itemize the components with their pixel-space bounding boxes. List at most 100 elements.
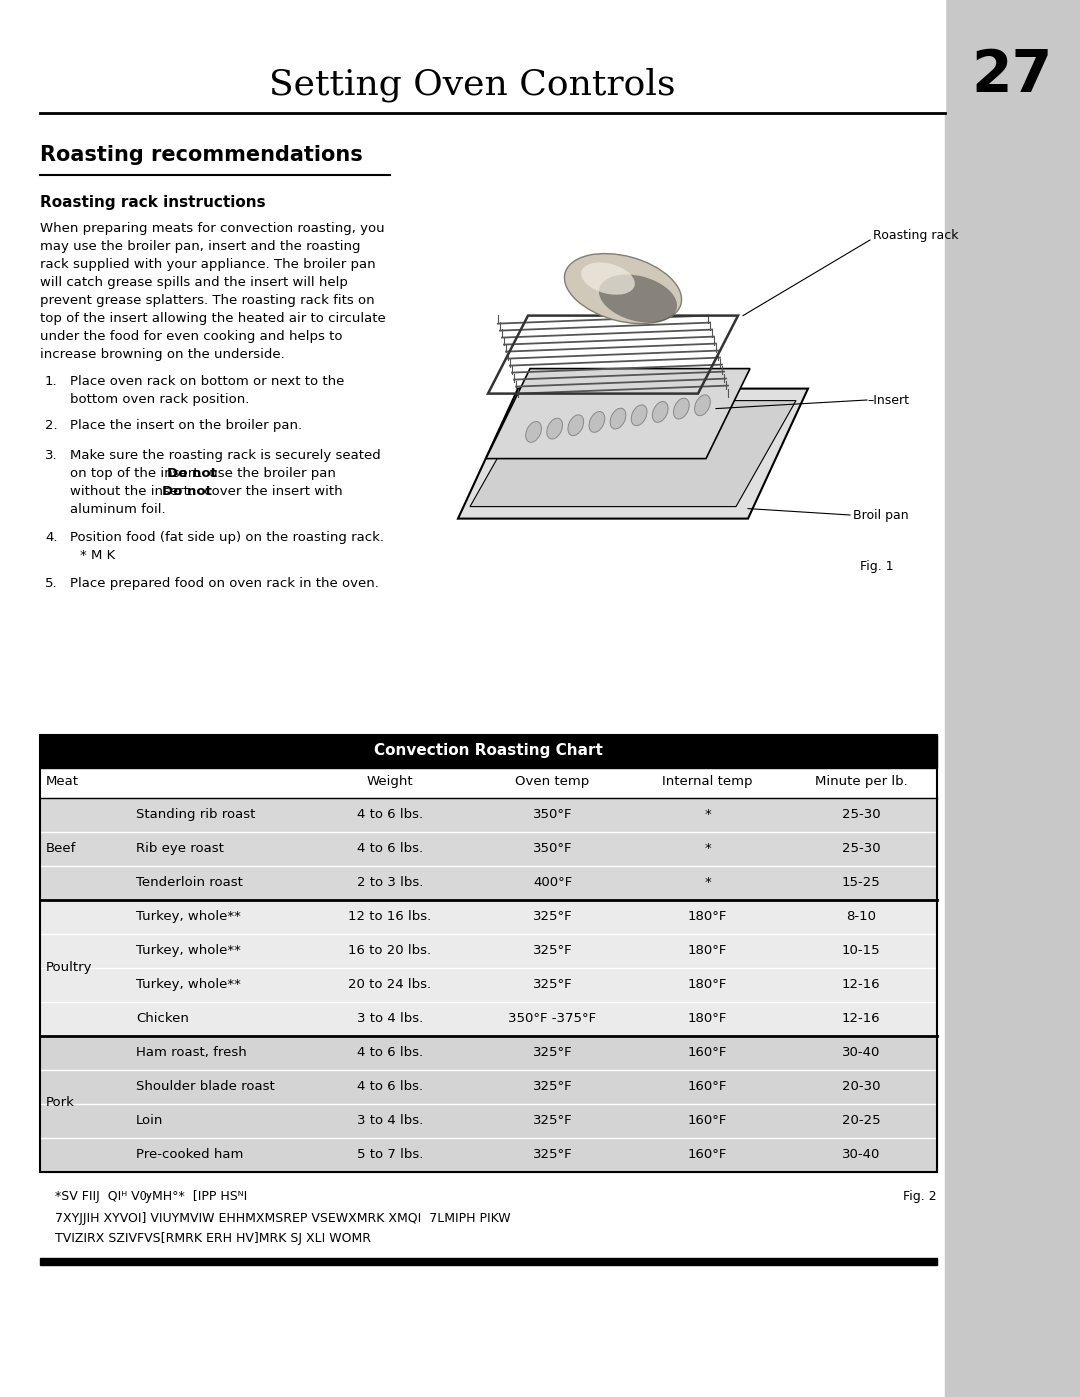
- Text: 3.: 3.: [45, 448, 57, 462]
- Bar: [40, 968, 937, 1002]
- Text: Turkey, whole**: Turkey, whole**: [136, 978, 241, 990]
- Text: 12-16: 12-16: [841, 1011, 880, 1025]
- Text: 180°F: 180°F: [688, 978, 727, 990]
- Text: Internal temp: Internal temp: [662, 775, 753, 788]
- Bar: [40, 1259, 937, 1266]
- Bar: [40, 1070, 937, 1104]
- Bar: [40, 735, 937, 768]
- Text: 4 to 6 lbs.: 4 to 6 lbs.: [356, 807, 423, 821]
- Text: Roasting recommendations: Roasting recommendations: [40, 145, 363, 165]
- Text: prevent grease splatters. The roasting rack fits on: prevent grease splatters. The roasting r…: [40, 293, 375, 307]
- Text: Loin: Loin: [136, 1113, 163, 1127]
- Text: 160°F: 160°F: [688, 1148, 727, 1161]
- Text: may use the broiler pan, insert and the roasting: may use the broiler pan, insert and the …: [40, 240, 361, 253]
- Text: 30-40: 30-40: [841, 1148, 880, 1161]
- Text: Beef: Beef: [46, 841, 77, 855]
- Bar: [40, 866, 937, 900]
- Text: 5.: 5.: [45, 577, 57, 590]
- Text: *SV FIIJ  QIᴴ VѸMH°*  [IPP HSᴺI: *SV FIIJ QIᴴ VѸMH°* [IPP HSᴺI: [55, 1190, 247, 1203]
- Text: Do not: Do not: [162, 485, 212, 497]
- Text: Convection Roasting Chart: Convection Roasting Chart: [374, 743, 603, 759]
- Bar: [40, 798, 937, 833]
- Text: 4.: 4.: [45, 531, 57, 543]
- Text: 180°F: 180°F: [688, 1011, 727, 1025]
- Text: use the broiler pan: use the broiler pan: [205, 467, 336, 481]
- Text: 350°F: 350°F: [532, 807, 572, 821]
- Text: Fig. 2: Fig. 2: [903, 1190, 937, 1203]
- Polygon shape: [470, 401, 796, 507]
- Text: 3 to 4 lbs.: 3 to 4 lbs.: [356, 1011, 423, 1025]
- Text: 30-40: 30-40: [841, 1046, 880, 1059]
- Text: * M K: * M K: [80, 549, 116, 562]
- Text: cover the insert with: cover the insert with: [200, 485, 342, 497]
- Text: 10-15: 10-15: [841, 944, 880, 957]
- Text: rack supplied with your appliance. The broiler pan: rack supplied with your appliance. The b…: [40, 258, 376, 271]
- Bar: [40, 1104, 937, 1139]
- Text: 20-25: 20-25: [841, 1113, 880, 1127]
- Text: Oven temp: Oven temp: [515, 775, 590, 788]
- Text: Pre-cooked ham: Pre-cooked ham: [136, 1148, 243, 1161]
- Text: 160°F: 160°F: [688, 1046, 727, 1059]
- Text: Turkey, whole**: Turkey, whole**: [136, 944, 241, 957]
- Text: 325°F: 325°F: [532, 1046, 572, 1059]
- Text: Roasting rack instructions: Roasting rack instructions: [40, 196, 266, 210]
- Text: without the insert.: without the insert.: [70, 485, 193, 497]
- Text: 160°F: 160°F: [688, 1113, 727, 1127]
- Text: 350°F -375°F: 350°F -375°F: [509, 1011, 596, 1025]
- Bar: [40, 1139, 937, 1172]
- Text: 2 to 3 lbs.: 2 to 3 lbs.: [356, 876, 423, 888]
- Text: under the food for even cooking and helps to: under the food for even cooking and help…: [40, 330, 342, 344]
- Text: *: *: [704, 876, 711, 888]
- Text: aluminum foil.: aluminum foil.: [70, 503, 165, 515]
- Bar: [945, 0, 1080, 1397]
- Bar: [40, 768, 937, 798]
- Text: Poultry: Poultry: [46, 961, 93, 974]
- Text: Weight: Weight: [367, 775, 414, 788]
- Text: 4 to 6 lbs.: 4 to 6 lbs.: [356, 842, 423, 855]
- Ellipse shape: [546, 418, 563, 439]
- Text: Turkey, whole**: Turkey, whole**: [136, 909, 241, 923]
- Text: 400°F: 400°F: [532, 876, 572, 888]
- Ellipse shape: [599, 275, 677, 323]
- Text: Minute per lb.: Minute per lb.: [814, 775, 907, 788]
- Bar: [40, 900, 937, 935]
- Text: Place the insert on the broiler pan.: Place the insert on the broiler pan.: [70, 419, 302, 432]
- Text: 4 to 6 lbs.: 4 to 6 lbs.: [356, 1080, 423, 1092]
- Text: Place prepared food on oven rack in the oven.: Place prepared food on oven rack in the …: [70, 577, 379, 590]
- Text: Setting Oven Controls: Setting Oven Controls: [269, 67, 676, 102]
- Ellipse shape: [694, 395, 711, 416]
- Ellipse shape: [652, 401, 669, 422]
- Text: Meat: Meat: [46, 775, 79, 788]
- Text: 5 to 7 lbs.: 5 to 7 lbs.: [356, 1148, 423, 1161]
- Text: 25-30: 25-30: [841, 807, 880, 821]
- Text: 16 to 20 lbs.: 16 to 20 lbs.: [349, 944, 432, 957]
- Text: 160°F: 160°F: [688, 1080, 727, 1092]
- Text: on top of the insert.: on top of the insert.: [70, 467, 203, 481]
- Bar: [0, 0, 945, 113]
- Text: 12 to 16 lbs.: 12 to 16 lbs.: [349, 909, 432, 923]
- Text: 325°F: 325°F: [532, 1080, 572, 1092]
- Text: *: *: [704, 807, 711, 821]
- Text: Make sure the roasting rack is securely seated: Make sure the roasting rack is securely …: [70, 448, 381, 462]
- Text: *: *: [704, 842, 711, 855]
- Text: Ham roast, fresh: Ham roast, fresh: [136, 1046, 246, 1059]
- Text: Shoulder blade roast: Shoulder blade roast: [136, 1080, 274, 1092]
- Bar: [40, 935, 937, 968]
- Text: 350°F: 350°F: [532, 842, 572, 855]
- Polygon shape: [458, 388, 808, 518]
- Text: 7XYJJIH XYVOI] VIUYMVIW EHHMXMSREP VSEWXMRK XMQI  7LMIPH PIKW: 7XYJJIH XYVOI] VIUYMVIW EHHMXMSREP VSEWX…: [55, 1213, 511, 1225]
- Text: 2.: 2.: [45, 419, 57, 432]
- Ellipse shape: [568, 415, 583, 436]
- Text: will catch grease spills and the insert will help: will catch grease spills and the insert …: [40, 277, 348, 289]
- Text: Chicken: Chicken: [136, 1011, 189, 1025]
- Text: Pork: Pork: [46, 1097, 75, 1109]
- Text: 15-25: 15-25: [841, 876, 880, 888]
- Bar: [40, 1037, 937, 1070]
- Text: 12-16: 12-16: [841, 978, 880, 990]
- Text: 8-10: 8-10: [846, 909, 876, 923]
- Text: 325°F: 325°F: [532, 978, 572, 990]
- Text: 325°F: 325°F: [532, 1113, 572, 1127]
- Text: 20-30: 20-30: [841, 1080, 880, 1092]
- Text: Do not: Do not: [167, 467, 217, 481]
- Text: Fig. 1: Fig. 1: [860, 560, 893, 573]
